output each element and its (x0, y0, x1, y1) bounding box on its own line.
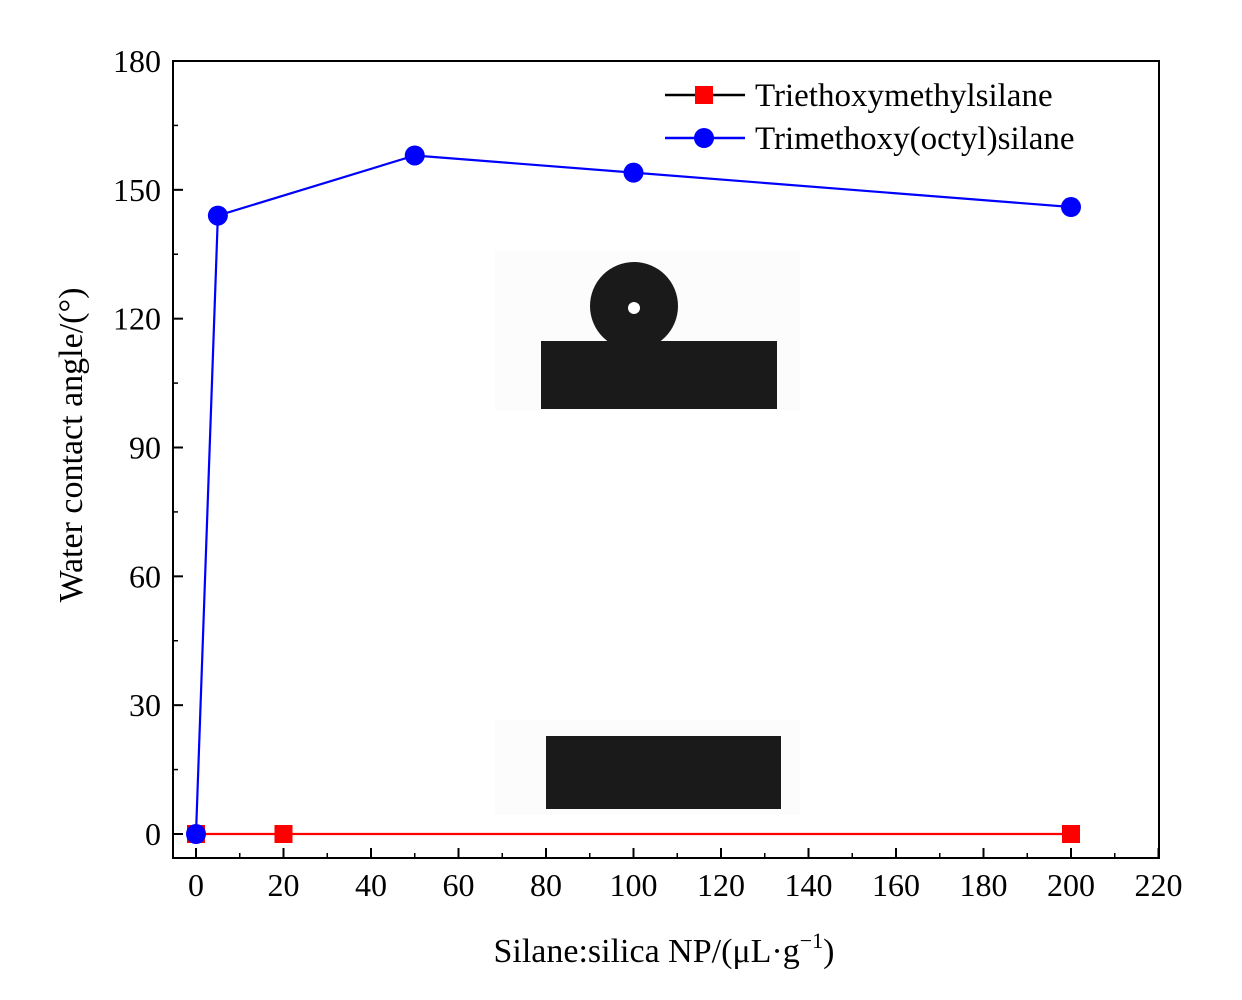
series-1-point (1061, 197, 1081, 218)
y-tick-label: 90 (129, 430, 161, 466)
substrate-block (541, 341, 777, 409)
flat-substrate-photo-inset (495, 720, 800, 815)
series-0-point (1062, 825, 1080, 843)
x-tick-label: 180 (960, 867, 1008, 903)
y-tick-label: 150 (113, 172, 161, 208)
y-axis-title: Water contact angle/(°) (53, 288, 90, 603)
series-1-point (186, 824, 206, 844)
legend-label-series-0: Triethoxymethylsilane (755, 78, 1053, 114)
x-tick-label: 80 (530, 867, 562, 903)
y-tick-label: 120 (113, 301, 161, 337)
x-tick-label: 120 (697, 867, 745, 903)
series-1-point (207, 205, 228, 226)
x-tick-label: 160 (872, 867, 920, 903)
legend-label-series-1: Trimethoxy(octyl)silane (755, 121, 1075, 157)
x-axis-title: Silane:silica NP/(μL·g−1) (494, 928, 835, 970)
y-tick-label: 0 (145, 816, 161, 852)
plot-frame (172, 60, 1160, 859)
x-tick-label: 140 (785, 867, 833, 903)
x-tick-label: 60 (443, 867, 475, 903)
x-tick-label: 20 (268, 867, 300, 903)
x-tick-label: 200 (1047, 867, 1095, 903)
series-1-point (623, 162, 644, 183)
legend-square-marker (695, 86, 713, 104)
substrate-block (546, 736, 781, 809)
y-tick-label: 30 (129, 687, 161, 723)
x-tick-label: 0 (188, 867, 204, 903)
x-tick-label: 100 (610, 867, 658, 903)
series-0-point (274, 825, 293, 843)
y-tick-label: 60 (129, 558, 161, 594)
droplet-photo-inset (495, 250, 800, 410)
legend-circle-marker (694, 128, 714, 148)
x-tick-label: 220 (1135, 867, 1183, 903)
y-tick-label: 180 (113, 43, 161, 79)
x-tick-label: 40 (355, 867, 387, 903)
legend: Triethoxymethylsilane Trimethoxy(octyl)s… (665, 78, 1075, 157)
series-1-point (404, 145, 425, 166)
